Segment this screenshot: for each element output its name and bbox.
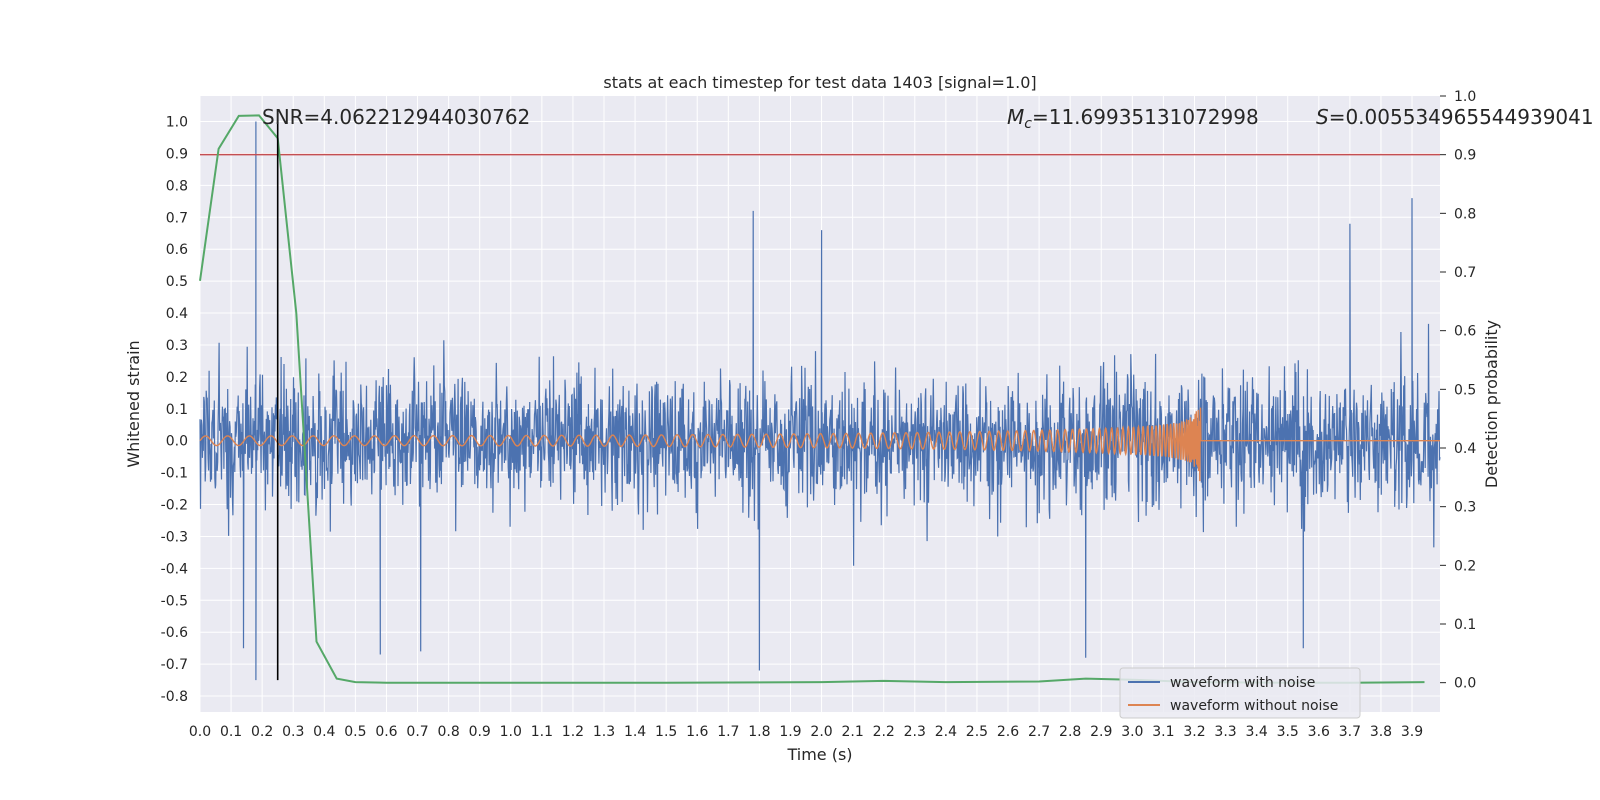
y-tick-label: -0.7: [161, 657, 188, 673]
y2-tick-label: 0.5: [1454, 382, 1476, 398]
x-tick-labels: 0.0 0.1 0.2 0.3 0.4 0.5 0.6 0.7 0.8 0.9 1.0 1.1 1.2 1…: [189, 724, 1423, 740]
x-tick-label: 1.5: [655, 724, 677, 740]
y-tick-label: -0.3: [161, 529, 188, 545]
y2-tick-labels: 1.0 0.9 0.8 0.7 0.6 0.5 0.4 0.3 0.2 0.1 0.0: [1440, 89, 1476, 692]
y-tick-label: 1.0: [166, 115, 188, 131]
legend-box: [1119, 667, 1361, 719]
y-tick-label: 0.9: [166, 146, 188, 162]
x-tick-label: 2.9: [1090, 724, 1112, 740]
plot-area: [199, 114, 1441, 684]
s-annotation: S=0.005534965544939041: [1316, 105, 1594, 129]
x-tick-label: 3.0: [1121, 724, 1143, 740]
y-tick-label: -0.1: [161, 466, 188, 482]
x-tick-label: 0.2: [251, 724, 273, 740]
x-tick-label: 3.6: [1308, 724, 1330, 740]
x-tick-label: 1.0: [500, 724, 522, 740]
legend-label-noise: waveform with noise: [1170, 675, 1315, 691]
y-tick-label: 0.8: [166, 178, 188, 194]
x-tick-label: 0.5: [344, 724, 366, 740]
y-tick-label: 0.6: [166, 242, 188, 258]
y-tick-label: 0.0: [166, 434, 188, 450]
chirp-mass-annotation: Mc=11.69935131072998: [1007, 105, 1259, 132]
x-axis-label: Time (s): [786, 745, 852, 764]
legend: waveform with noise waveform without noi…: [1119, 667, 1361, 719]
x-tick-label: 1.7: [717, 724, 739, 740]
x-tick-label: 1.3: [593, 724, 615, 740]
y-tick-label: -0.2: [161, 498, 188, 514]
x-tick-label: 0.4: [313, 724, 335, 740]
y-tick-label: 0.7: [166, 210, 188, 226]
y-tick-label: 0.4: [166, 306, 188, 322]
x-tick-label: 3.4: [1246, 724, 1268, 740]
y-tick-label: 0.3: [166, 338, 188, 354]
y-tick-label: -0.8: [161, 689, 188, 705]
x-tick-label: 2.5: [966, 724, 988, 740]
x-tick-label: 0.8: [437, 724, 459, 740]
y-axis-label: Whitened strain: [124, 340, 143, 467]
x-tick-label: 0.0: [189, 724, 211, 740]
x-tick-label: 3.5: [1277, 724, 1299, 740]
x-tick-label: 2.8: [1059, 724, 1081, 740]
x-tick-label: 0.6: [375, 724, 397, 740]
y2-tick-label: 0.1: [1454, 617, 1476, 633]
y-tick-labels: 1.0 0.9 0.8 0.7 0.6 0.5 0.4 0.3 0.2 0.1 0.0 -0.1 -0.…: [161, 115, 188, 706]
x-tick-label: 1.1: [531, 724, 553, 740]
x-tick-label: 1.8: [748, 724, 770, 740]
y2-tick-label: 0.7: [1454, 265, 1476, 281]
legend-label-clean: waveform without noise: [1170, 698, 1338, 714]
x-tick-label: 1.9: [779, 724, 801, 740]
x-tick-label: 2.3: [904, 724, 926, 740]
y2-tick-label: 0.4: [1454, 441, 1476, 457]
y2-tick-label: 0.9: [1454, 148, 1476, 164]
x-tick-label: 1.4: [624, 724, 646, 740]
y2-tick-label: 0.3: [1454, 500, 1476, 516]
series-waveform-with-noise: [199, 121, 1441, 681]
y-tick-label: -0.6: [161, 625, 188, 641]
y-tick-label: 0.1: [166, 402, 188, 418]
x-tick-label: 0.7: [406, 724, 428, 740]
y2-axis-label: Detection probability: [1482, 320, 1501, 488]
x-tick-label: 2.7: [1028, 724, 1050, 740]
x-tick-label: 2.4: [935, 724, 957, 740]
x-tick-label: 3.2: [1183, 724, 1205, 740]
x-tick-label: 2.6: [997, 724, 1019, 740]
x-tick-label: 3.9: [1401, 724, 1423, 740]
snr-annotation: SNR=4.062212944030762: [262, 105, 530, 129]
series-waveform-without-noise: [199, 407, 1440, 482]
x-tick-label: 2.1: [841, 724, 863, 740]
x-tick-label: 0.9: [469, 724, 491, 740]
x-tick-label: 0.1: [220, 724, 242, 740]
x-tick-label: 1.2: [562, 724, 584, 740]
x-tick-label: 3.3: [1214, 724, 1236, 740]
x-tick-label: 2.0: [810, 724, 832, 740]
y-tick-label: -0.5: [161, 593, 188, 609]
y2-tick-label: 0.0: [1454, 676, 1476, 692]
y2-tick-label: 0.8: [1454, 206, 1476, 222]
x-tick-label: 3.8: [1370, 724, 1392, 740]
y-tick-label: 0.2: [166, 370, 188, 386]
chart-title: stats at each timestep for test data 140…: [603, 73, 1036, 92]
x-tick-label: 0.3: [282, 724, 304, 740]
y-tick-label: 0.5: [166, 274, 188, 290]
y2-tick-label: 0.2: [1454, 558, 1476, 574]
y-tick-label: -0.4: [161, 561, 188, 577]
y2-tick-label: 1.0: [1454, 89, 1476, 105]
x-tick-label: 1.6: [686, 724, 708, 740]
grid: [199, 96, 1440, 712]
x-tick-label: 3.7: [1339, 724, 1361, 740]
x-tick-label: 2.2: [873, 724, 895, 740]
y2-tick-label: 0.6: [1454, 324, 1476, 340]
x-tick-label: 3.1: [1152, 724, 1174, 740]
